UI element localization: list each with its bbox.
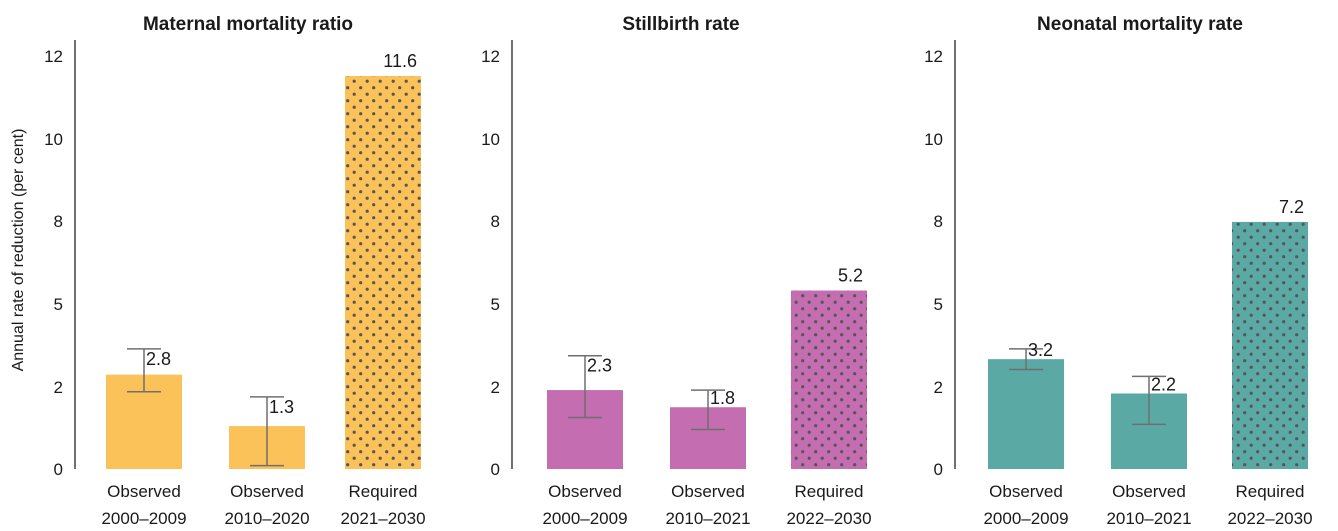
y-tick-label: 10 xyxy=(924,130,943,149)
bar-1 xyxy=(988,359,1064,469)
y-tick-label: 10 xyxy=(44,130,63,149)
chart-panel-1: Maternal mortality ratio 0 2 5 8 10 12 2.8 Obser… xyxy=(44,14,425,528)
y-tick-label: 0 xyxy=(54,460,63,479)
x-category-label: Observed xyxy=(107,482,181,501)
data-label-1: 2.8 xyxy=(146,349,171,369)
bar-3 xyxy=(791,290,867,469)
error-bar-1 xyxy=(127,348,161,393)
bar-3 xyxy=(1232,221,1308,469)
data-label-1: 2.3 xyxy=(587,356,612,376)
data-label-3: 11.6 xyxy=(383,51,417,71)
x-category-period: 2010–2021 xyxy=(665,509,750,528)
y-tick-label: 5 xyxy=(54,295,63,314)
chart-title: Neonatal mortality rate xyxy=(1037,14,1243,35)
data-label-2: 1.8 xyxy=(710,388,735,408)
x-category-label: Observed xyxy=(671,482,745,501)
x-category-period: 2022–2030 xyxy=(1227,509,1312,528)
error-bar-2 xyxy=(691,389,725,431)
y-tick-label: 5 xyxy=(934,295,943,314)
y-tick-label: 2 xyxy=(491,378,500,397)
x-category-period: 2000–2009 xyxy=(542,509,627,528)
error-bar-1 xyxy=(568,354,602,419)
y-tick-label: 12 xyxy=(44,47,63,66)
x-category-label: Required xyxy=(795,482,864,501)
y-tick-label: 12 xyxy=(481,47,500,66)
chart-panel-3: Neonatal mortality rate 0 2 5 8 10 12 3.2 Observ… xyxy=(924,14,1312,528)
data-label-3: 5.2 xyxy=(838,266,863,286)
error-bar-1 xyxy=(1009,348,1043,371)
y-axis-label: Annual rate of reduction (per cent) xyxy=(10,129,27,372)
x-category-label: Observed xyxy=(989,482,1063,501)
error-bar-2 xyxy=(1132,375,1166,426)
x-category-period: 2010–2020 xyxy=(224,509,309,528)
y-tick-label: 2 xyxy=(54,378,63,397)
chart-panel-2: Stillbirth rate 0 2 5 8 10 12 2.3 Observed 2000–2… xyxy=(481,14,871,528)
chart-title: Stillbirth rate xyxy=(622,14,739,35)
x-category-label: Observed xyxy=(548,482,622,501)
x-category-period: 2000–2009 xyxy=(101,509,186,528)
y-tick-label: 0 xyxy=(934,460,943,479)
y-tick-label: 2 xyxy=(934,378,943,397)
x-category-period: 2021–2030 xyxy=(340,509,425,528)
data-label-2: 2.2 xyxy=(1151,374,1176,394)
x-category-label: Observed xyxy=(230,482,304,501)
error-bar-2 xyxy=(250,396,284,467)
x-category-period: 2010–2021 xyxy=(1106,509,1191,528)
y-tick-label: 10 xyxy=(481,130,500,149)
y-tick-label: 8 xyxy=(491,212,500,231)
x-category-label: Observed xyxy=(1112,482,1186,501)
x-category-label: Required xyxy=(1236,482,1305,501)
chart-title: Maternal mortality ratio xyxy=(143,14,353,35)
y-tick-label: 12 xyxy=(924,47,943,66)
data-label-3: 7.2 xyxy=(1279,197,1304,217)
bar-3 xyxy=(345,76,421,469)
y-tick-label: 0 xyxy=(491,460,500,479)
x-category-period: 2022–2030 xyxy=(786,509,871,528)
y-tick-label: 8 xyxy=(54,212,63,231)
data-label-2: 1.3 xyxy=(269,397,294,417)
y-tick-label: 5 xyxy=(491,295,500,314)
x-category-period: 2000–2009 xyxy=(983,509,1068,528)
x-category-label: Required xyxy=(349,482,418,501)
y-tick-label: 8 xyxy=(934,212,943,231)
data-label-1: 3.2 xyxy=(1028,340,1053,360)
